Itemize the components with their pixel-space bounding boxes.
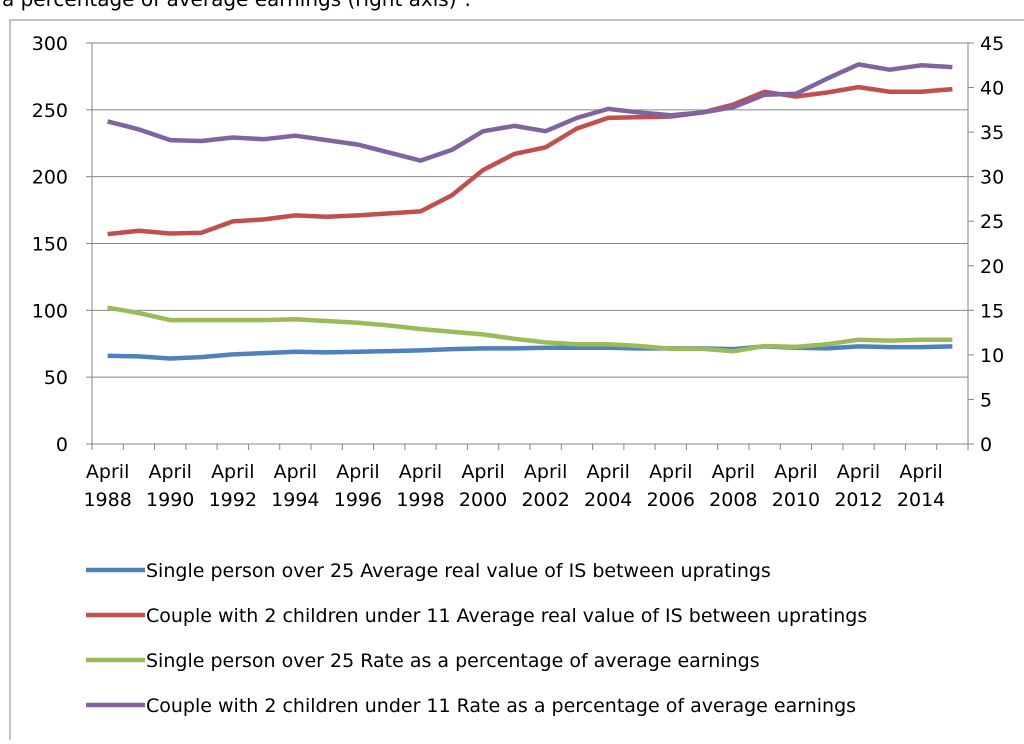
y-tick-label: 100 <box>32 300 68 322</box>
y-tick-label: 200 <box>32 167 68 189</box>
series-line <box>107 62 953 163</box>
x-tick-label: April 1988 <box>83 461 131 511</box>
y2-tick-label: 30 <box>980 167 1004 189</box>
y2-tick-label: 10 <box>980 345 1004 367</box>
y2-tick-label: 0 <box>980 434 992 456</box>
y2-tick-label: 45 <box>980 33 1004 55</box>
x-tick-label: April 2008 <box>709 461 757 511</box>
x-tick-label: April 2002 <box>521 461 569 511</box>
y-tick-label: 250 <box>32 100 68 122</box>
y2-tick-label: 35 <box>980 122 1004 144</box>
legend-label: Single person over 25 Average real value… <box>146 560 771 582</box>
x-tick-label: April 2012 <box>834 461 882 511</box>
x-tick-label: April 2006 <box>647 461 695 511</box>
chart-frame <box>9 19 1024 744</box>
x-tick-label: April 2004 <box>584 461 632 511</box>
legend-label: Couple with 2 children under 11 Rate as … <box>146 695 856 717</box>
series-line <box>107 84 953 237</box>
x-tick-label: April 1994 <box>271 461 319 511</box>
x-tick-label: April 1992 <box>209 461 257 511</box>
y2-tick-label: 20 <box>980 256 1004 278</box>
y-tick-label: 300 <box>32 33 68 55</box>
x-tick-label: April 1990 <box>146 461 194 511</box>
y-tick-label: 50 <box>44 367 68 389</box>
y-tick-label: 150 <box>32 234 68 256</box>
y2-tick-label: 40 <box>980 78 1004 100</box>
series-line <box>107 305 953 354</box>
chart-title: a percentage of average earnings (right … <box>2 0 471 11</box>
y2-tick-label: 5 <box>980 389 992 411</box>
legend-label: Single person over 25 Rate as a percenta… <box>146 650 760 672</box>
y2-tick-label: 25 <box>980 211 1004 233</box>
x-tick-label: April 2014 <box>897 461 945 511</box>
x-tick-label: April 2000 <box>459 461 507 511</box>
x-tick-label: April 1998 <box>396 461 444 511</box>
y2-tick-label: 15 <box>980 300 1004 322</box>
x-tick-label: April 1996 <box>334 461 382 511</box>
series-line <box>107 344 953 361</box>
legend-label: Couple with 2 children under 11 Average … <box>146 605 867 627</box>
y-tick-label: 0 <box>56 434 68 456</box>
x-tick-label: April 2010 <box>772 461 820 511</box>
